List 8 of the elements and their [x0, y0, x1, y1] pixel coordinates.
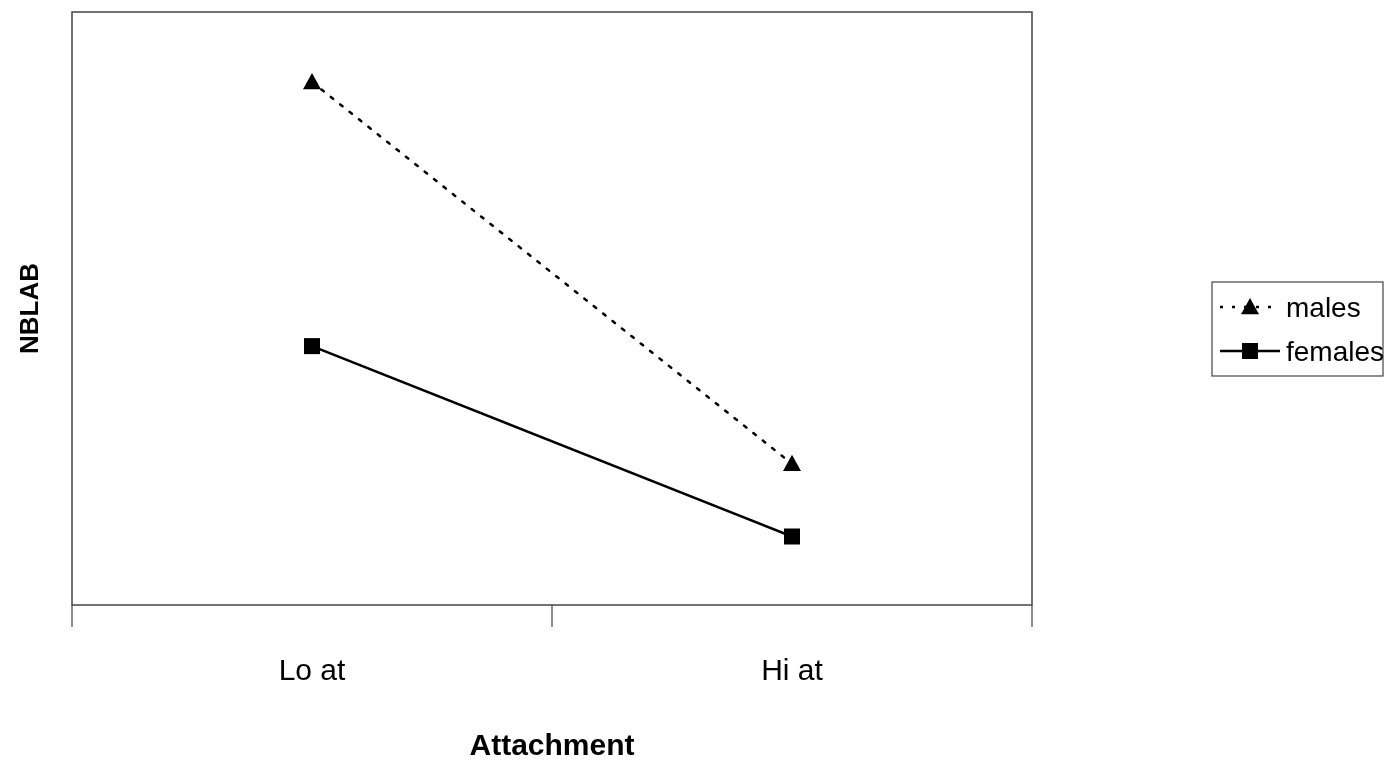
point: [304, 338, 320, 355]
x-axis-title: Attachment: [469, 728, 635, 761]
legend-label: females: [1286, 336, 1385, 367]
point: [784, 528, 800, 545]
x-tick-label: Hi at: [761, 653, 824, 686]
legend-label: males: [1286, 292, 1361, 323]
y-axis-title: NBLAB: [14, 263, 44, 354]
x-tick-label: Lo at: [278, 653, 347, 686]
